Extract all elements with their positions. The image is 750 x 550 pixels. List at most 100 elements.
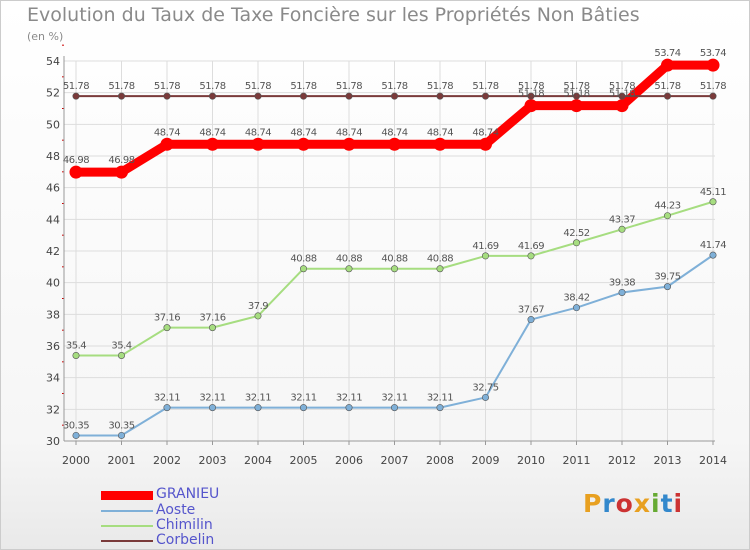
data-label: 48.74 (381, 127, 407, 138)
data-point (527, 316, 535, 324)
x-tick-label: 2014 (699, 454, 727, 467)
data-label: 41.69 (518, 241, 544, 252)
data-label: 39.75 (654, 272, 680, 283)
data-point (72, 92, 80, 100)
data-point (709, 198, 717, 206)
data-label: 51.78 (654, 81, 680, 92)
data-label: 48.74 (154, 127, 180, 138)
data-label: 42.52 (563, 228, 589, 239)
data-point (209, 92, 217, 100)
data-label: 48.74 (290, 127, 316, 138)
data-point (663, 92, 671, 100)
data-label: 53.74 (700, 48, 726, 59)
data-label: 48.74 (245, 127, 271, 138)
data-label: 51.78 (700, 81, 726, 92)
data-point (388, 137, 401, 151)
data-point (72, 351, 80, 359)
data-label: 43.37 (609, 214, 635, 225)
data-label: 48.74 (472, 127, 498, 138)
data-point (299, 404, 307, 412)
data-point (618, 288, 626, 296)
data-label: 48.74 (427, 127, 453, 138)
y-tick-label: 34 (46, 372, 60, 385)
data-point (254, 312, 262, 320)
y-tick-label: 52 (46, 87, 60, 100)
data-point (436, 92, 444, 100)
data-point (163, 324, 171, 332)
data-point (572, 239, 580, 247)
legend-label: Chimilin (156, 517, 213, 533)
y-tick-label: 44 (46, 213, 60, 226)
data-label: 32.11 (199, 393, 225, 404)
logo-letter: i (673, 489, 684, 518)
legend-label: GRANIEU (156, 486, 220, 502)
data-label: 53.74 (654, 48, 680, 59)
data-point (118, 431, 126, 439)
data-point (527, 252, 535, 260)
logo-letter: P (583, 489, 603, 518)
data-point (615, 99, 629, 113)
data-label: 46.98 (63, 155, 89, 166)
data-point (163, 92, 171, 100)
data-point (254, 92, 262, 100)
data-label: 37.9 (248, 301, 268, 312)
data-point (118, 351, 126, 359)
x-tick-label: 2003 (199, 454, 227, 467)
data-label: 38.42 (563, 293, 589, 304)
data-label: 32.11 (154, 393, 180, 404)
data-label: 51.78 (381, 81, 407, 92)
data-label: 32.11 (381, 393, 407, 404)
y-tick-label: 40 (46, 277, 60, 290)
x-tick-label: 2013 (654, 454, 682, 467)
data-point (345, 265, 353, 273)
data-point (706, 58, 720, 72)
data-point (345, 92, 353, 100)
data-point (618, 92, 626, 100)
data-point (436, 404, 444, 412)
x-tick-label: 2012 (608, 454, 636, 467)
data-label: 51.18 (518, 89, 544, 100)
data-label: 44.23 (654, 201, 680, 212)
data-label: 41.69 (472, 241, 498, 252)
data-label: 51.78 (472, 81, 498, 92)
data-labels: 46.98 46.98 48.74 48.74 48.74 48.74 48.74 48.74… (63, 48, 727, 431)
data-label: 51.78 (245, 81, 271, 92)
y-tick-label: 32 (46, 403, 60, 416)
legend-swatch (101, 491, 153, 500)
x-tick-label: 2008 (426, 454, 454, 467)
data-point (479, 137, 492, 151)
data-label: 32.11 (290, 393, 316, 404)
data-point (481, 92, 489, 100)
data-label: 41.74 (700, 240, 726, 251)
data-label: 51.78 (336, 81, 362, 92)
data-label: 40.88 (290, 254, 316, 265)
data-point (345, 404, 353, 412)
data-label: 51.78 (199, 81, 225, 92)
data-label: 51.78 (154, 81, 180, 92)
data-point (709, 92, 717, 100)
data-label: 51.78 (108, 81, 134, 92)
x-tick-label: 2011 (563, 454, 591, 467)
data-label: 40.88 (336, 254, 362, 265)
data-point (709, 251, 717, 259)
chart-title: Evolution du Taux de Taxe Foncière sur l… (27, 4, 640, 26)
legend-label: Aoste (156, 502, 196, 518)
data-point (251, 137, 265, 151)
data-label: 51.78 (63, 81, 89, 92)
unit-label: (en %) (27, 30, 64, 43)
data-label: 51.18 (609, 89, 635, 100)
logo-letter: r (602, 489, 616, 518)
logo-letter: o (615, 489, 634, 518)
x-tick-label: 2000 (62, 454, 90, 467)
data-point (209, 324, 217, 332)
data-label: 40.88 (381, 254, 407, 265)
y-tick-label: 46 (46, 182, 60, 195)
data-point (209, 404, 217, 412)
y-tick-label: 54 (46, 55, 60, 68)
data-label: 30.35 (108, 420, 134, 431)
data-point (481, 252, 489, 260)
data-point (527, 92, 535, 100)
legend-label: Corbelin (156, 532, 215, 548)
